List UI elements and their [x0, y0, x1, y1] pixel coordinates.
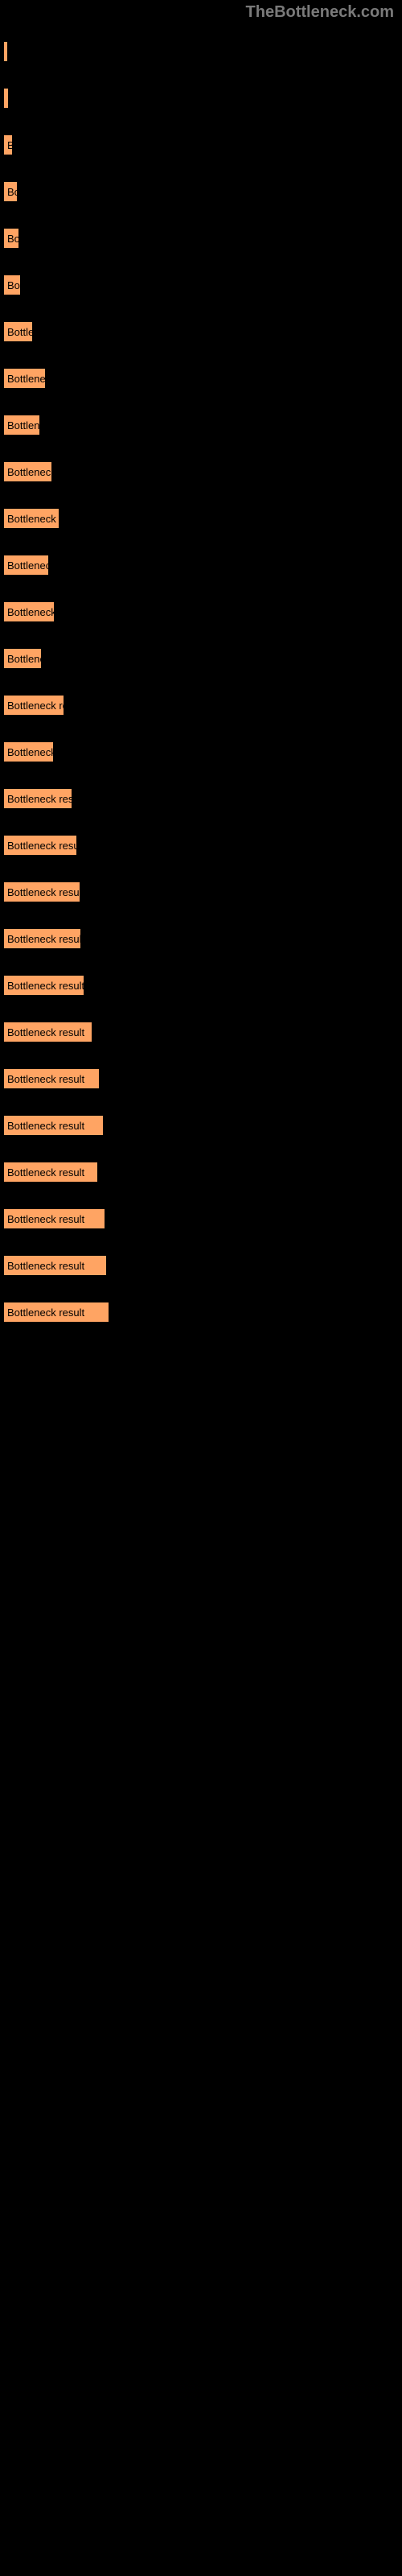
bar [3, 41, 8, 62]
bar-row: Bottleneck result [3, 928, 399, 949]
bar-row: Bottleneck result [3, 1255, 399, 1276]
bar: Bottleneck r [3, 368, 46, 389]
bar: Bottleneck result [3, 1255, 107, 1276]
bar [3, 88, 9, 109]
bar-row: Bo [3, 181, 399, 202]
bar: Bottleneck result [3, 975, 84, 996]
bar-row: Bottleneck result [3, 835, 399, 856]
bar-row: Bottleneck result [3, 1208, 399, 1229]
bar: Bottleneck result [3, 1068, 100, 1089]
bar-row: Bottleneck result [3, 1022, 399, 1042]
site-logo: TheBottleneck.com [0, 0, 402, 25]
bar: Bottlen [3, 321, 33, 342]
bar: Bottleneck res [3, 461, 52, 482]
bar-row: Bottleneck [3, 648, 399, 669]
bar: Bottleneck result [3, 1208, 105, 1229]
bottleneck-chart: B Bo Bo Bo Bottlen Bottleneck r Bottlene… [0, 25, 402, 1364]
bar: Bo [3, 228, 19, 249]
bar: Bottleneck result [3, 788, 72, 809]
bar: Bottleneck result [3, 928, 81, 949]
bar: Bottleneck [3, 648, 42, 669]
bar: Bo [3, 181, 18, 202]
bar: Bottleneck result [3, 881, 80, 902]
bar: Bottleneck re [3, 555, 49, 576]
bar: Bottleneck result [3, 1115, 104, 1136]
bar: Bottleneck result [3, 508, 59, 529]
bar-row: B [3, 134, 399, 155]
bar-row: Bottleneck re [3, 555, 399, 576]
bar: Bottlenec [3, 415, 40, 436]
bar-row: Bottleneck result [3, 975, 399, 996]
bar-row [3, 88, 399, 109]
bar-row: Bottleneck result [3, 1302, 399, 1323]
bar: Bottleneck result [3, 1302, 109, 1323]
bar-row: Bottleneck result [3, 1068, 399, 1089]
bar-row: Bottleneck res [3, 741, 399, 762]
bar-row: Bottleneck resu [3, 601, 399, 622]
bar-row: Bottleneck result [3, 695, 399, 716]
bar-row: Bottleneck result [3, 1162, 399, 1183]
bar: Bottleneck result [3, 1162, 98, 1183]
bar-row: Bottleneck result [3, 881, 399, 902]
bar: Bottleneck result [3, 835, 77, 856]
bar: Bottleneck result [3, 695, 64, 716]
bar-row: Bo [3, 228, 399, 249]
bar-row [3, 41, 399, 62]
bar-row: Bottlenec [3, 415, 399, 436]
bar: Bo [3, 275, 21, 295]
bar-row: Bottleneck result [3, 508, 399, 529]
bar-row: Bottlen [3, 321, 399, 342]
bar-row: Bottleneck r [3, 368, 399, 389]
bar-row: Bottleneck res [3, 461, 399, 482]
bar-row: Bottleneck result [3, 788, 399, 809]
bar: Bottleneck res [3, 741, 54, 762]
bar-row: Bo [3, 275, 399, 295]
bar: B [3, 134, 13, 155]
bar-row: Bottleneck result [3, 1115, 399, 1136]
bar: Bottleneck resu [3, 601, 55, 622]
bar: Bottleneck result [3, 1022, 92, 1042]
